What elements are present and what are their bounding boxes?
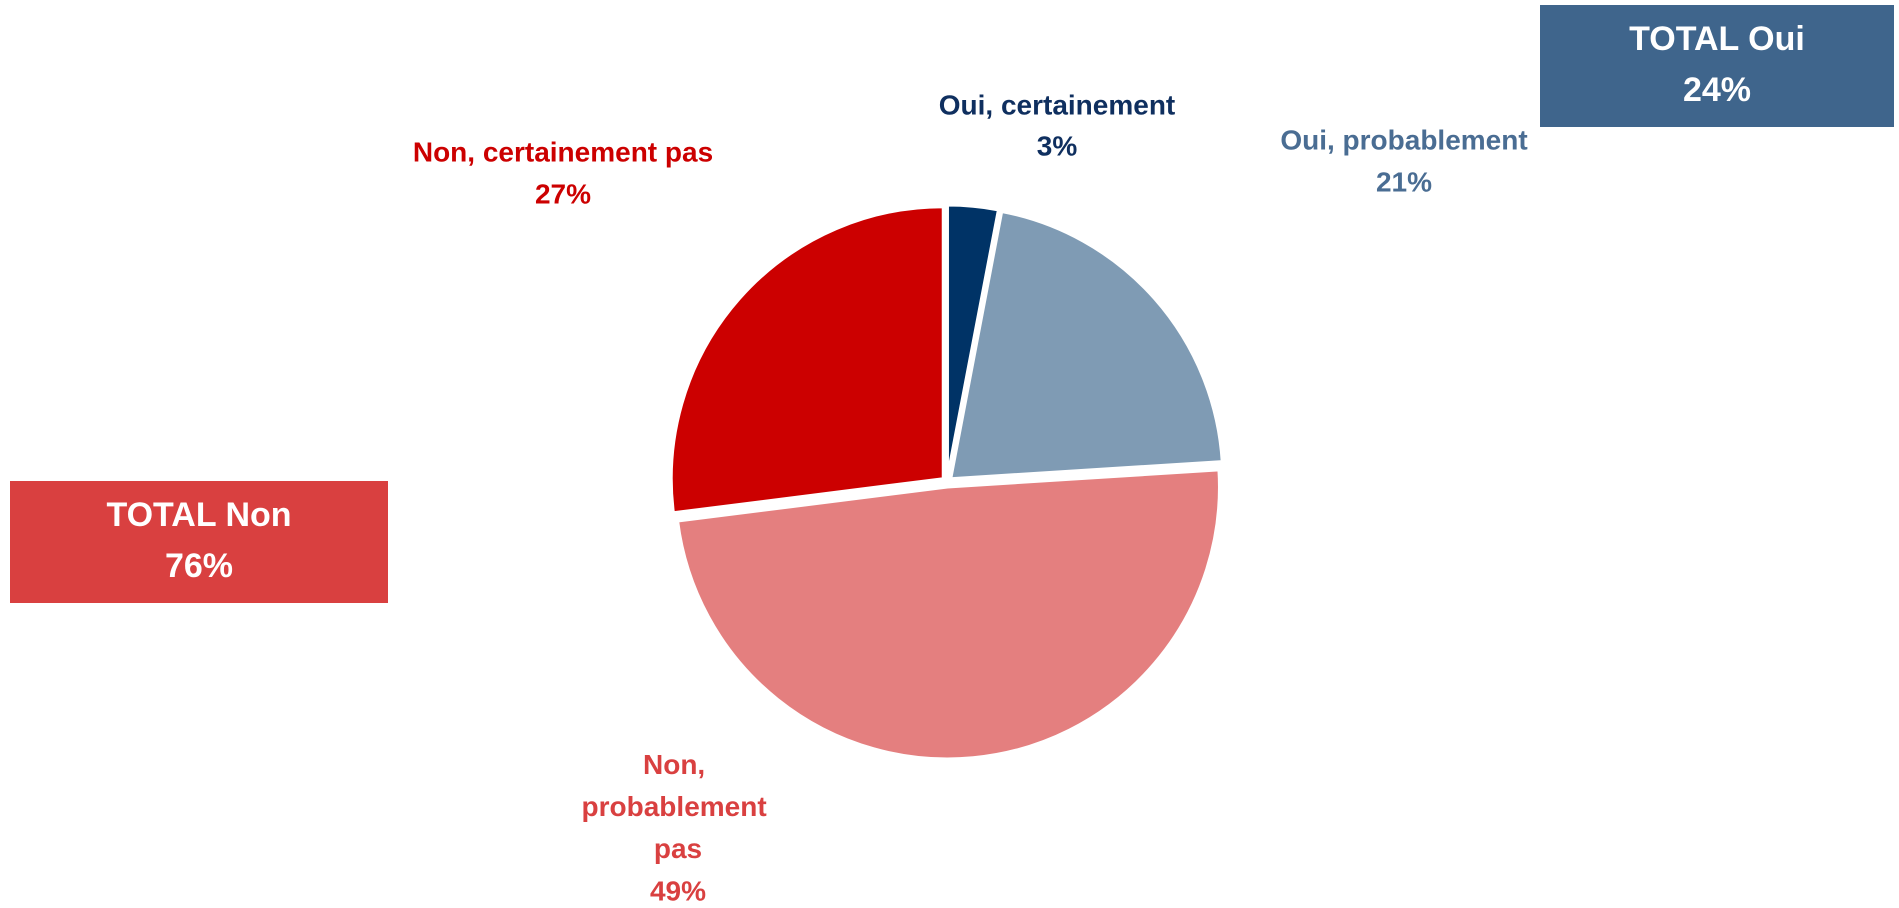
total-box [1540, 5, 1894, 127]
slice-value-label: 27% [535, 178, 591, 209]
slice-value-label: 49% [650, 875, 706, 906]
slice-label: Non, probablement pas [582, 749, 775, 864]
slice-label: Oui, certainement [939, 89, 1176, 120]
total-label: TOTAL Oui [1629, 20, 1805, 58]
slice-label: Non, certainement pas [413, 136, 713, 167]
slice-value-label: 3% [1037, 130, 1078, 161]
total-value: 24% [1683, 71, 1751, 109]
pie-slice [945, 203, 1001, 478]
pie-slice [948, 209, 1224, 481]
total-value: 76% [165, 547, 233, 585]
slice-label: Oui, probablement [1280, 124, 1527, 155]
total-label: TOTAL Non [106, 496, 291, 534]
slice-value-label: 21% [1376, 166, 1432, 197]
pie-slice [669, 205, 945, 515]
pie-slice [675, 468, 1221, 761]
total-box [10, 481, 388, 603]
